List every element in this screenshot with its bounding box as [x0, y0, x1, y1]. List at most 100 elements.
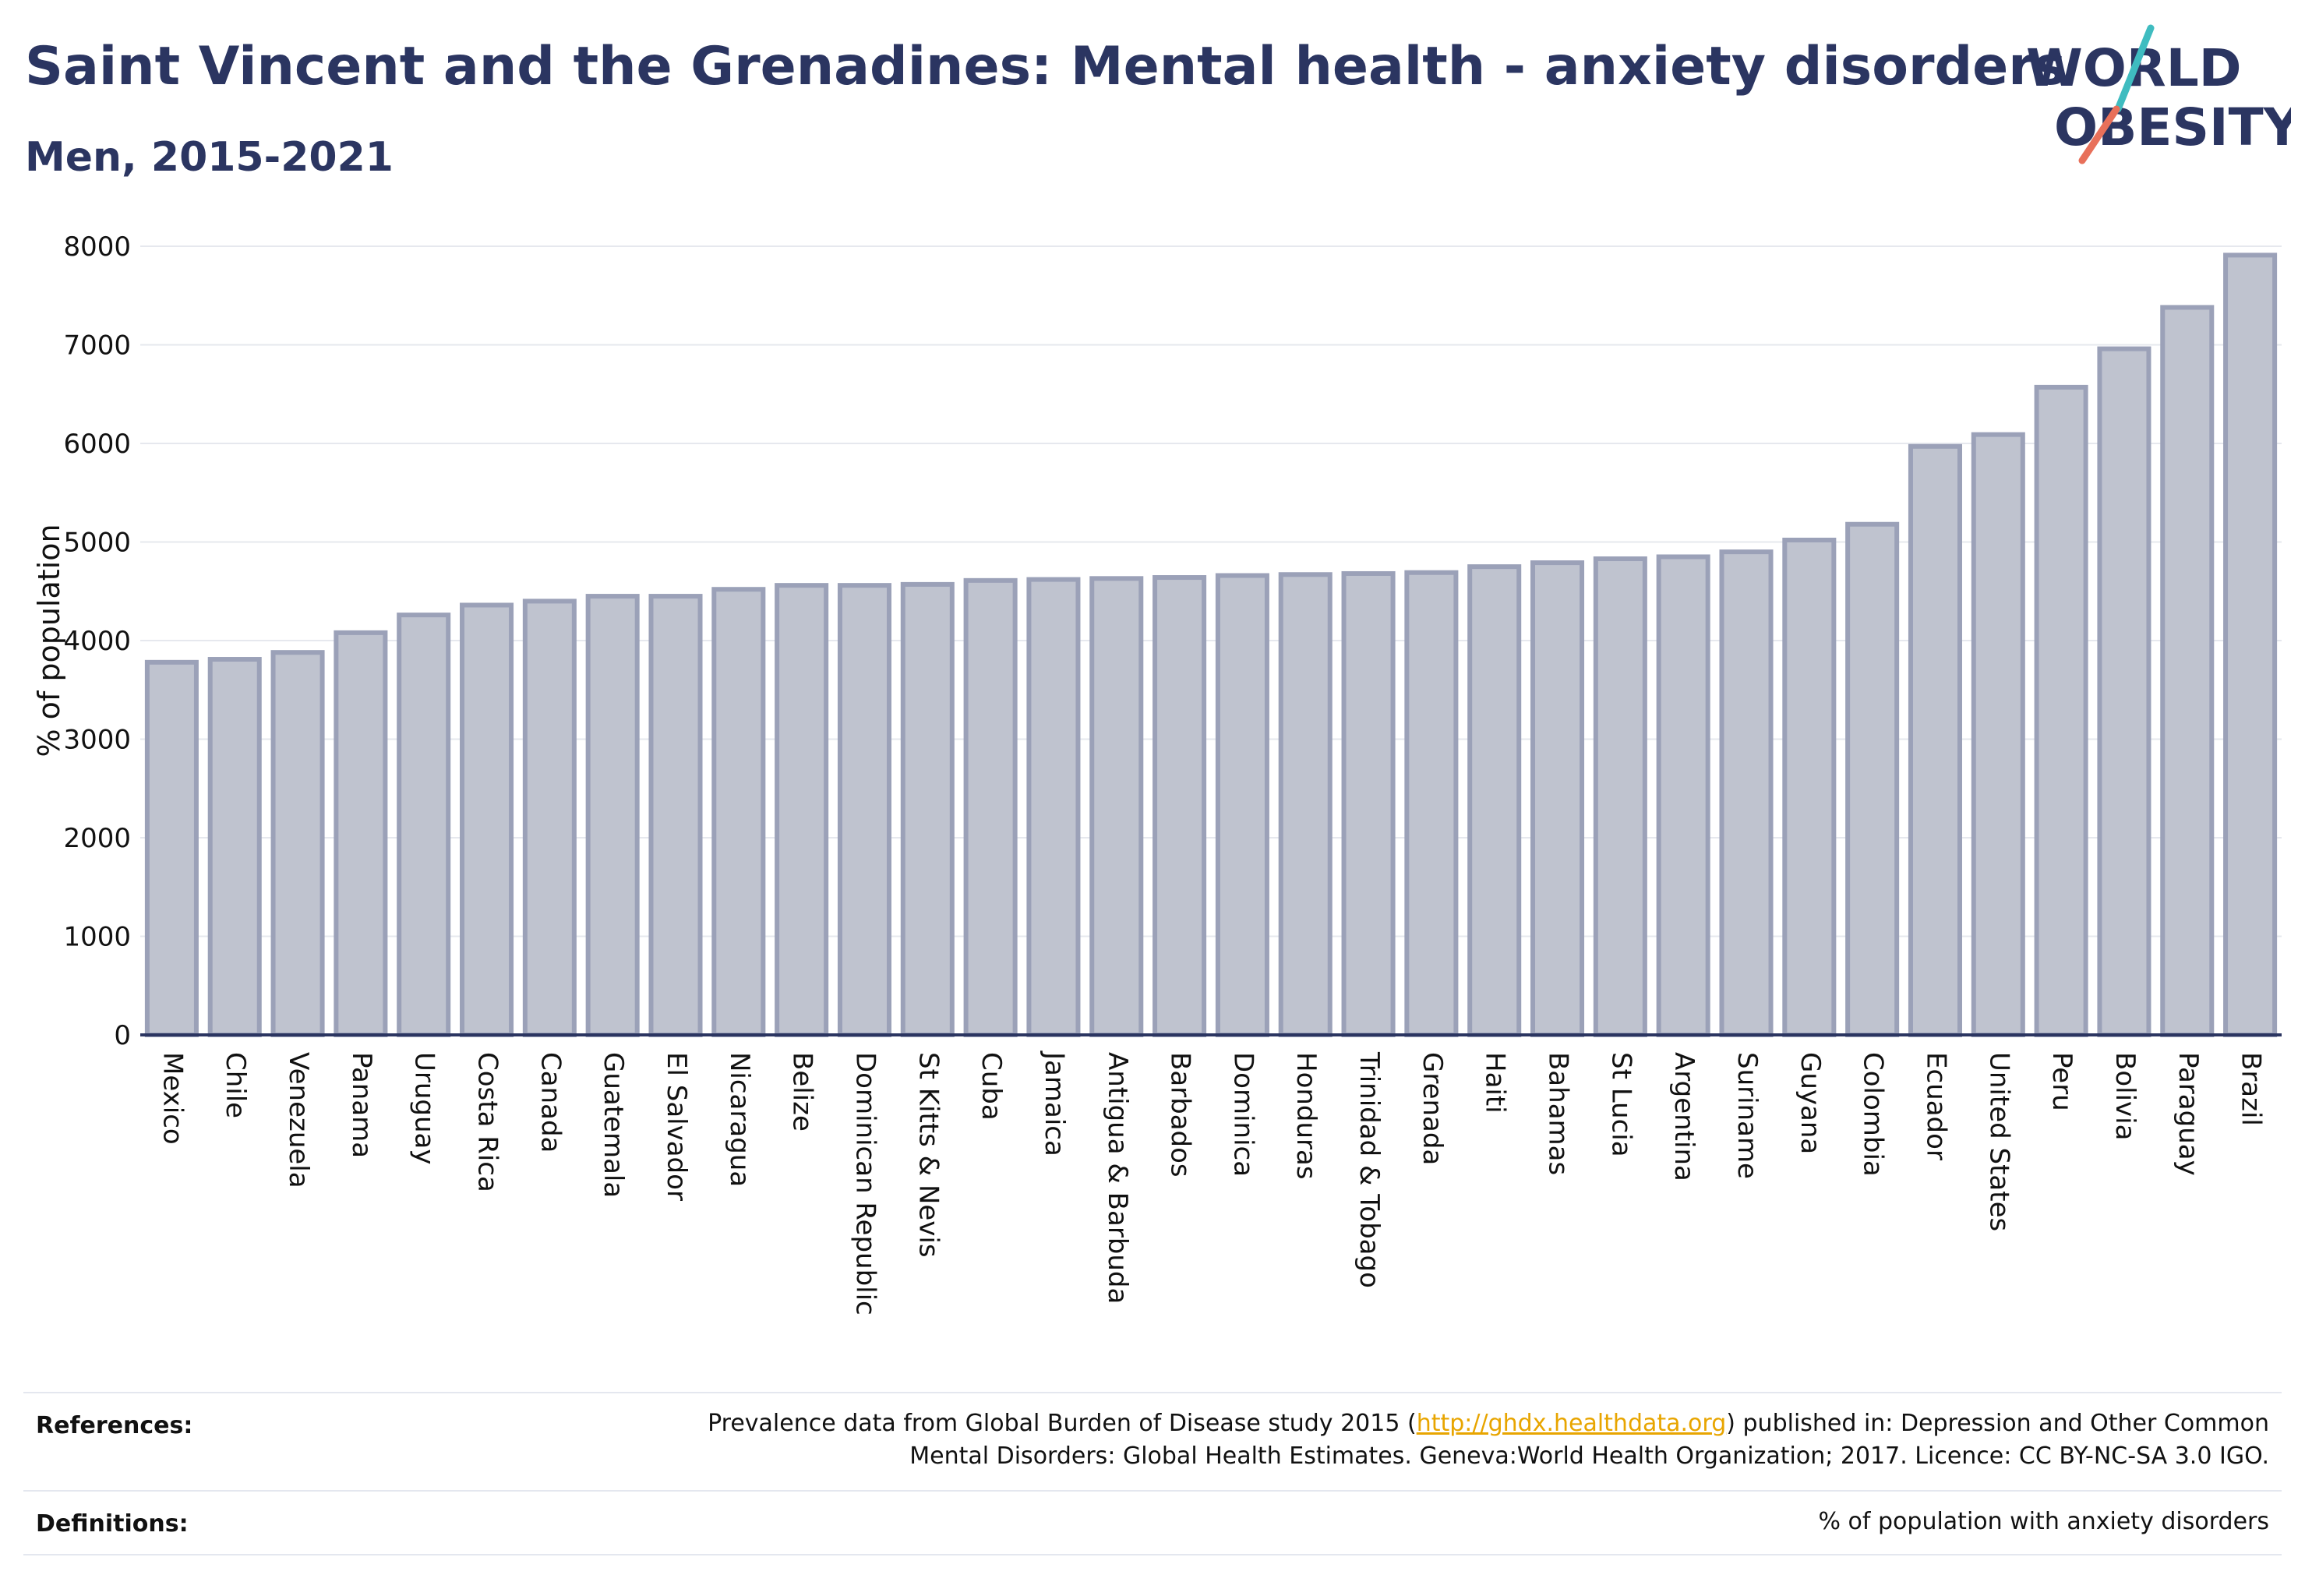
bar[interactable]	[270, 650, 325, 1037]
x-tick-label: United States	[1983, 1052, 2014, 1231]
x-tick-label: Grenada	[1417, 1052, 1448, 1165]
x-tick-label: Trinidad & Tobago	[1354, 1051, 1385, 1288]
references-link[interactable]: http://ghdx.healthdata.org	[1416, 1410, 1727, 1437]
bar[interactable]	[1278, 572, 1333, 1037]
bar[interactable]	[1845, 521, 1900, 1037]
bar[interactable]	[837, 583, 891, 1037]
bar[interactable]	[2223, 252, 2278, 1037]
bar[interactable]	[648, 594, 703, 1037]
bar[interactable]	[1341, 570, 1396, 1037]
references-text: Prevalence data from Global Burden of Di…	[708, 1407, 2269, 1473]
x-tick-label: Suriname	[1731, 1052, 1763, 1179]
definitions-label: Definitions:	[36, 1510, 189, 1538]
footer-divider-bottom	[23, 1554, 2282, 1555]
references-text-line2: Mental Disorders: Global Health Estimate…	[909, 1442, 2269, 1470]
page-subtitle: Men, 2015-2021	[25, 134, 394, 181]
x-tick-label: Barbados	[1165, 1052, 1196, 1178]
bar[interactable]	[334, 630, 388, 1037]
references-row: References: Prevalence data from Global …	[23, 1407, 2282, 1485]
definitions-row: Definitions: % of population with anxiet…	[23, 1506, 2282, 1545]
bar[interactable]	[1026, 577, 1081, 1037]
bar[interactable]	[585, 594, 640, 1037]
bar[interactable]	[397, 613, 451, 1037]
x-tick-label: Dominica	[1227, 1052, 1258, 1177]
x-tick-label: Canada	[535, 1052, 566, 1153]
y-tick-label: 1000	[63, 922, 131, 953]
x-tick-label: Jamaica	[1039, 1050, 1070, 1156]
bar[interactable]	[522, 598, 577, 1037]
y-tick-label: 6000	[63, 429, 131, 460]
footer-divider-middle	[23, 1490, 2282, 1492]
world-obesity-logo: WORLD OBESITY	[2026, 24, 2291, 164]
bar[interactable]	[963, 577, 1018, 1037]
bar[interactable]	[1089, 576, 1144, 1037]
footer-divider-top	[23, 1392, 2282, 1393]
x-tick-label: Peru	[2046, 1052, 2077, 1111]
x-tick-label: Antigua & Barbuda	[1102, 1052, 1133, 1304]
logo-slash-coral	[2078, 105, 2120, 164]
references-label: References:	[36, 1412, 193, 1439]
bar[interactable]	[1404, 570, 1459, 1037]
x-tick-label: Bolivia	[2109, 1052, 2141, 1140]
x-tick-label: Ecuador	[1920, 1052, 1951, 1160]
bar[interactable]	[1530, 560, 1585, 1037]
bars	[144, 252, 2278, 1038]
x-tick-label: St Lucia	[1605, 1052, 1636, 1157]
x-axis-labels: Mexico Chile Venezuela Panama Uruguay Costa R…	[157, 1050, 2266, 1315]
x-tick-label: El Salvador	[661, 1052, 692, 1201]
definitions-text: % of population with anxiety disorders	[1818, 1508, 2269, 1535]
x-tick-label: St Kitts & Nevis	[912, 1052, 944, 1258]
x-tick-label: Paraguay	[2173, 1052, 2204, 1176]
bar[interactable]	[1593, 556, 1647, 1037]
x-tick-label: Guatemala	[598, 1052, 629, 1198]
bar[interactable]	[207, 657, 262, 1037]
bar-chart: 0 1000 2000 3000 4000 5000 6000 7000 8000 Mexico…	[32, 231, 2282, 1315]
x-tick-label: Mexico	[157, 1052, 188, 1145]
bar[interactable]	[2097, 346, 2151, 1037]
bar[interactable]	[1971, 432, 2025, 1037]
bar[interactable]	[1215, 573, 1269, 1037]
y-tick-label: 5000	[63, 528, 131, 559]
x-tick-label: Panama	[346, 1052, 377, 1158]
bar[interactable]	[711, 587, 766, 1037]
bar[interactable]	[1719, 549, 1774, 1037]
page-title: Saint Vincent and the Grenadines: Mental…	[25, 36, 2067, 97]
x-tick-label: Honduras	[1290, 1052, 1322, 1180]
x-tick-label: Belize	[787, 1052, 818, 1132]
bar[interactable]	[775, 583, 829, 1037]
bar[interactable]	[1782, 537, 1837, 1037]
logo-slash-teal	[2114, 24, 2155, 113]
x-tick-label: Haiti	[1480, 1052, 1511, 1114]
bar[interactable]	[1152, 575, 1207, 1037]
bar[interactable]	[1656, 554, 1710, 1037]
x-tick-label: Cuba	[976, 1052, 1007, 1121]
y-tick-label: 3000	[63, 725, 131, 756]
references-text-post: ) published in: Depression and Other Com…	[1726, 1410, 2269, 1437]
bar[interactable]	[2160, 305, 2215, 1037]
x-tick-label: Costa Rica	[472, 1052, 503, 1192]
bar[interactable]	[144, 659, 199, 1038]
x-tick-label: Venezuela	[283, 1052, 314, 1188]
x-tick-label: Bahamas	[1543, 1052, 1574, 1175]
x-tick-label: Guyana	[1795, 1052, 1826, 1154]
x-tick-label: Nicaragua	[724, 1052, 755, 1187]
x-tick-label: Chile	[220, 1052, 251, 1118]
references-text-pre: Prevalence data from Global Burden of Di…	[708, 1410, 1417, 1437]
x-tick-label: Colombia	[1858, 1052, 1889, 1177]
x-tick-label: Brazil	[2236, 1052, 2267, 1126]
y-axis-title: % of population	[32, 524, 66, 757]
bar[interactable]	[1908, 443, 1962, 1037]
y-tick-label: 7000	[63, 330, 131, 362]
x-tick-label: Dominican Republic	[849, 1052, 881, 1315]
bar[interactable]	[2034, 384, 2088, 1037]
x-tick-label: Argentina	[1668, 1052, 1700, 1181]
bar[interactable]	[900, 581, 955, 1037]
x-tick-label: Uruguay	[409, 1052, 440, 1165]
y-tick-label: 8000	[63, 231, 131, 263]
bar[interactable]	[1467, 564, 1522, 1037]
bar[interactable]	[460, 602, 514, 1037]
y-tick-label: 0	[114, 1020, 131, 1051]
y-tick-label: 4000	[63, 626, 131, 657]
y-axis-ticks: 0 1000 2000 3000 4000 5000 6000 7000 8000	[63, 231, 131, 1051]
y-tick-label: 2000	[63, 823, 131, 854]
